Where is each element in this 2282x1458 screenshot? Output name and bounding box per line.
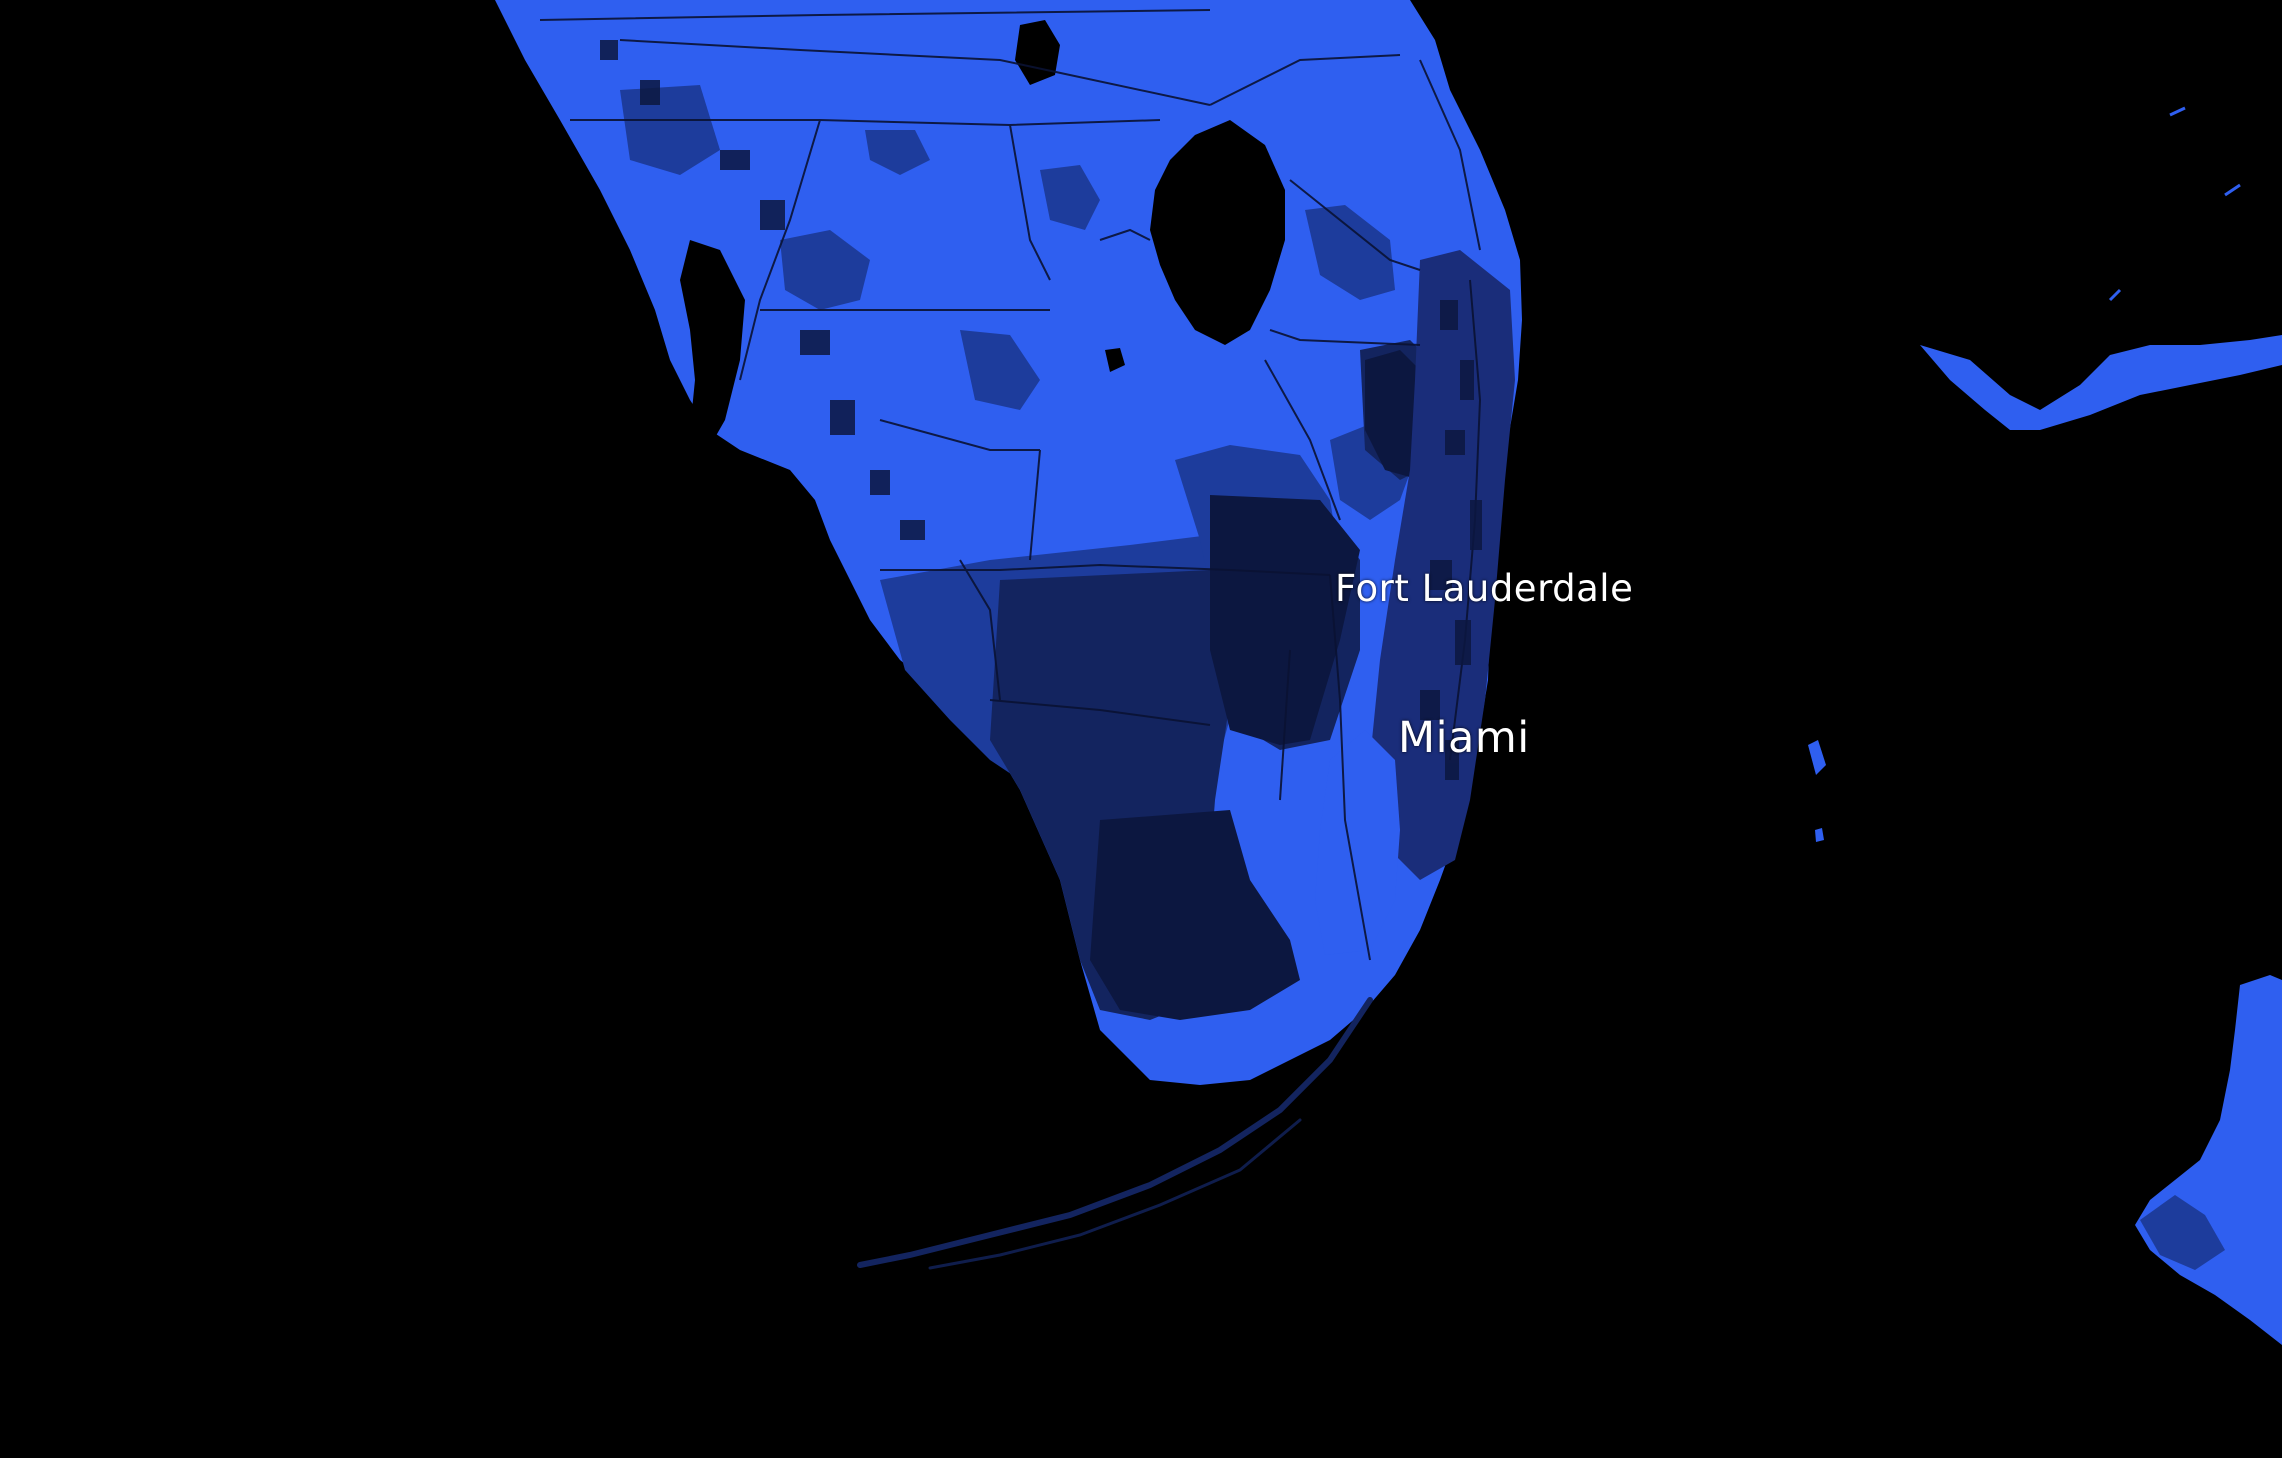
bahamas-andros-fringe (2140, 1195, 2225, 1270)
city-label-fort-lauderdale: Fort Lauderdale (1335, 567, 1634, 610)
region-northwest-mid (620, 85, 720, 175)
road-network (539, 9, 1482, 961)
bahamas-abaco-fringe (2108, 106, 2241, 302)
region-north-mid-1 (780, 230, 870, 310)
florida-keys (857, 997, 1373, 1268)
bahamas-grand-bahama (1920, 335, 2282, 430)
west-coast-bay (680, 240, 745, 455)
urban-texture (600, 40, 1482, 780)
region-north-mid-3 (865, 130, 930, 175)
bahamas-andros (2135, 975, 2282, 1345)
region-north-mid-2 (1305, 205, 1395, 300)
bahamas-bimini (1808, 740, 1826, 775)
lake-small-1 (1015, 20, 1060, 85)
region-west-mid (960, 330, 1040, 410)
region-south-miami-bright (1315, 730, 1400, 955)
city-label-miami: Miami (1398, 713, 1530, 763)
region-north-mid-4 (1040, 165, 1100, 230)
lake-okeechobee (1150, 120, 1285, 345)
lake-small-2 (1105, 348, 1125, 372)
florida-keys-outer (928, 1118, 1302, 1270)
region-south-darkest (1090, 810, 1300, 1020)
region-national-park-darkest (1210, 495, 1360, 745)
bahamas-small-cay (1815, 828, 1824, 842)
